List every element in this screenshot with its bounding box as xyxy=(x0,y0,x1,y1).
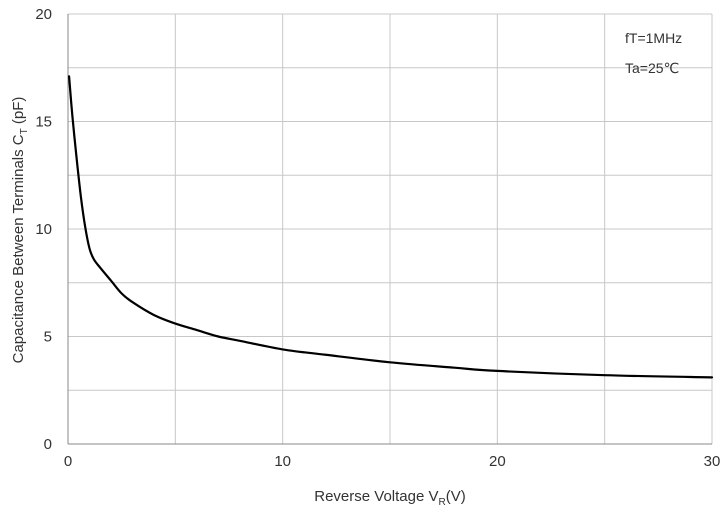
tick-labels: 0 10 20 30 0 5 10 15 20 xyxy=(35,6,720,470)
x-axis-title-unit: (V) xyxy=(446,488,466,505)
x-tick-label: 10 xyxy=(274,453,291,470)
y-tick-label: 10 xyxy=(35,221,52,238)
y-tick-label: 0 xyxy=(44,436,52,453)
x-tick-label: 20 xyxy=(489,453,506,470)
annotation-temperature: Ta=25℃ xyxy=(625,60,679,76)
y-axis-title: Capacitance Between Terminals CT (pF) xyxy=(10,97,30,364)
y-axis-title-subscript: T xyxy=(19,128,30,134)
grid xyxy=(68,13,713,444)
series xyxy=(67,75,714,379)
y-tick-label: 15 xyxy=(35,114,52,131)
y-tick-label: 5 xyxy=(44,329,52,346)
annotation-frequency: fT=1MHz xyxy=(625,30,682,46)
x-axis-title: Reverse Voltage VR(V) xyxy=(314,488,465,508)
x-tick-label: 30 xyxy=(704,453,721,470)
y-tick-label: 20 xyxy=(35,6,52,23)
y-axis-title-main: Capacitance Between Terminals C xyxy=(10,134,27,363)
y-axis-title-unit: (pF) xyxy=(10,97,27,129)
x-tick-label: 0 xyxy=(64,453,72,470)
axes xyxy=(67,14,712,445)
capacitance-curve xyxy=(67,75,714,379)
x-axis-title-main: Reverse Voltage V xyxy=(314,488,438,505)
x-axis-title-subscript: R xyxy=(439,497,446,508)
